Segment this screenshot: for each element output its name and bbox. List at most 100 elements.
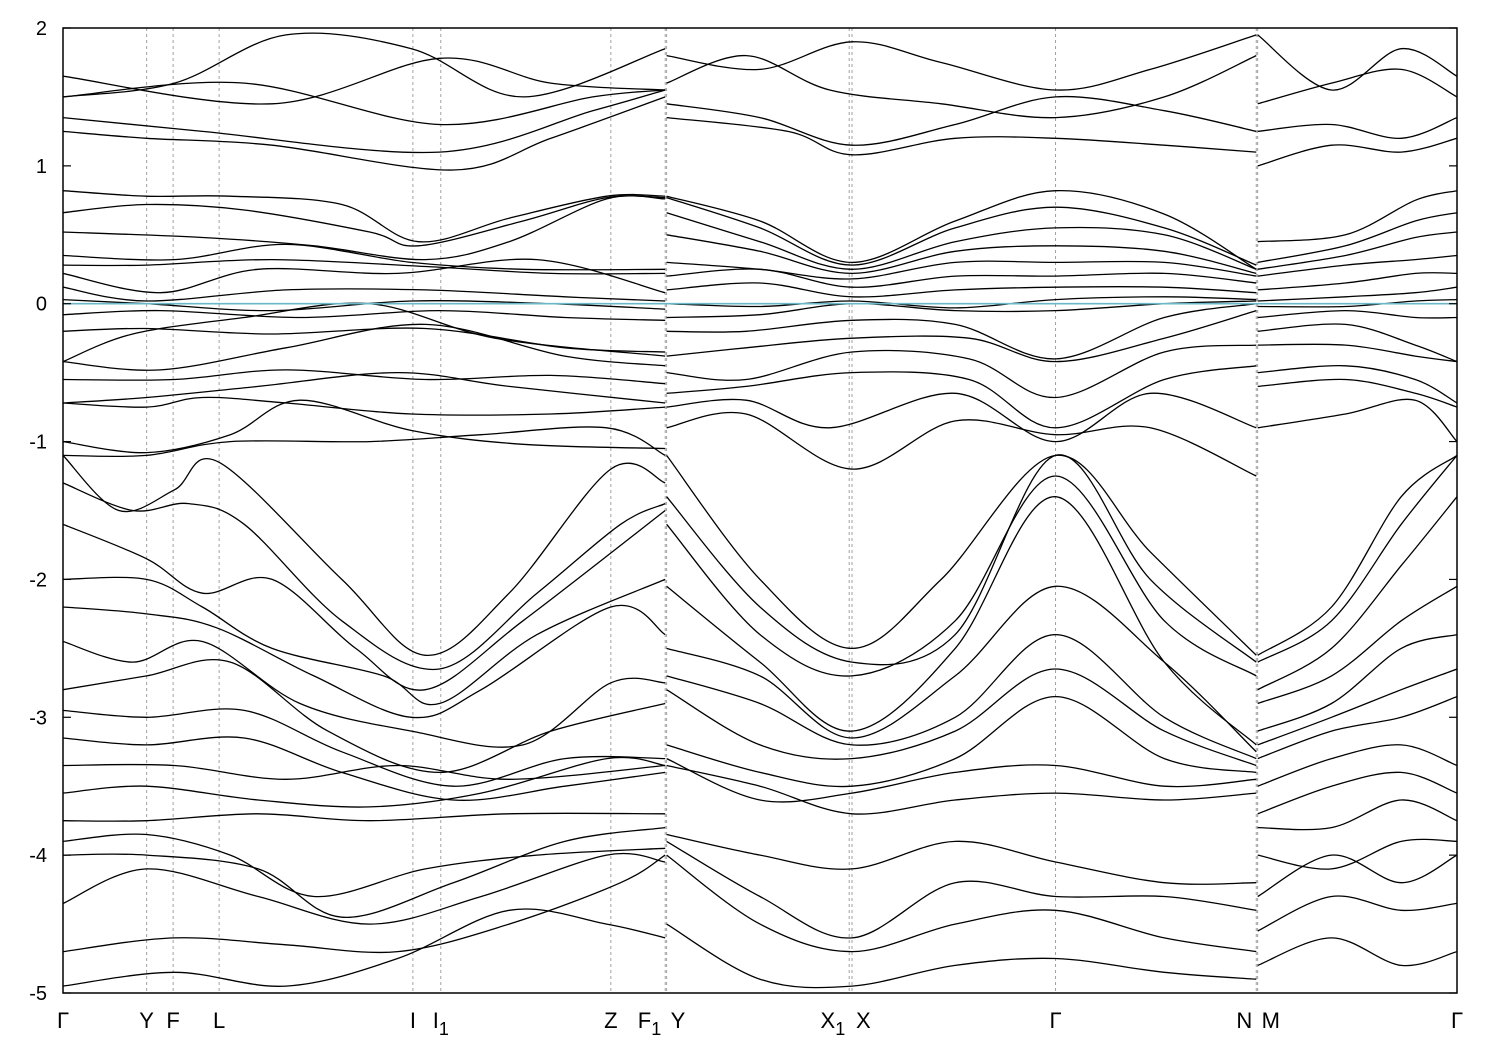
band-line-42 <box>666 116 1257 156</box>
band-line-20 <box>63 399 666 454</box>
band-line-48 <box>666 268 1257 288</box>
band-line-70 <box>666 854 1257 953</box>
band-line-15 <box>63 302 666 363</box>
band-line-16 <box>63 323 666 371</box>
band-line-85 <box>1257 343 1457 363</box>
band-line-44 <box>666 196 1257 266</box>
band-line-38 <box>63 908 666 987</box>
xtick-subscript-9: 1 <box>835 1019 845 1039</box>
band-line-80 <box>1257 272 1457 291</box>
plot-frame <box>62 27 1458 994</box>
band-line-65 <box>666 695 1257 788</box>
xtick-label-3: L <box>213 1008 225 1033</box>
band-line-72 <box>1257 34 1457 91</box>
band-line-75 <box>1257 137 1457 167</box>
xtick-label-13: M <box>1262 1008 1280 1033</box>
band-line-60 <box>666 475 1257 677</box>
band-line-100 <box>1257 854 1457 898</box>
band-line-36 <box>63 852 666 925</box>
ytick-label-0: -5 <box>29 983 47 1005</box>
band-line-21 <box>63 426 666 458</box>
band-line-92 <box>1257 585 1457 705</box>
band-line-68 <box>666 833 1257 885</box>
band-layer <box>63 32 1457 989</box>
band-line-19 <box>63 396 666 416</box>
ytick-label-7: 2 <box>36 18 47 40</box>
xtick-label-14: Γ <box>1451 1008 1463 1033</box>
band-line-64 <box>666 668 1257 767</box>
band-line-23 <box>63 482 666 671</box>
band-line-1 <box>63 81 666 126</box>
band-line-84 <box>1257 323 1457 363</box>
band-line-73 <box>1257 68 1457 105</box>
grid-layer <box>146 28 1259 993</box>
ytick-label-1: -4 <box>29 845 47 867</box>
band-line-96 <box>1257 744 1457 787</box>
xtick-label-11: Γ <box>1049 1008 1061 1033</box>
band-line-2 <box>63 89 666 154</box>
band-line-54 <box>666 344 1257 399</box>
band-line-0 <box>63 57 666 105</box>
band-line-79 <box>1257 254 1457 277</box>
band-line-49 <box>666 282 1257 298</box>
band-line-17 <box>63 369 666 385</box>
band-line-99 <box>1257 838 1457 870</box>
band-line-81 <box>1257 286 1457 302</box>
xtick-subscript-5: 1 <box>439 1019 449 1039</box>
band-line-77 <box>1257 212 1457 264</box>
y-axis: -5 -4 -3 -2 -1 0 1 2 <box>29 18 1457 1005</box>
band-line-83 <box>1257 309 1457 319</box>
band-line-41 <box>666 95 1257 146</box>
band-line-8 <box>63 243 666 271</box>
band-line-4 <box>63 32 666 98</box>
xtick-label-12: N <box>1236 1008 1252 1033</box>
band-line-58 <box>666 454 1257 656</box>
xtick-label-5: I1 <box>433 1008 449 1039</box>
band-line-39 <box>666 34 1257 91</box>
xtick-label-10: X <box>856 1008 871 1033</box>
xtick-label-4: I <box>410 1008 416 1033</box>
band-line-101 <box>1257 895 1457 932</box>
band-line-25 <box>63 576 666 706</box>
band-line-27 <box>63 639 666 748</box>
band-line-53 <box>666 309 1257 363</box>
band-line-7 <box>63 195 666 261</box>
band-line-40 <box>666 54 1257 119</box>
band-line-55 <box>666 365 1257 429</box>
band-line-61 <box>666 496 1257 746</box>
band-line-66 <box>666 758 1257 803</box>
xtick-label-9: X1 <box>821 1008 846 1039</box>
band-line-88 <box>1257 398 1457 443</box>
band-line-87 <box>1257 378 1457 408</box>
xtick-label-0: Γ <box>57 1008 69 1033</box>
band-line-82 <box>1257 298 1457 308</box>
band-line-6 <box>63 195 666 247</box>
band-line-9 <box>63 258 666 275</box>
band-line-33 <box>63 812 666 822</box>
band-line-35 <box>63 826 666 918</box>
band-line-43 <box>666 190 1257 270</box>
band-line-22 <box>63 454 666 656</box>
ytick-label-4: -1 <box>29 432 47 454</box>
xtick-label-1: Y <box>139 1008 154 1033</box>
band-line-18 <box>63 371 666 404</box>
band-line-62 <box>666 585 1257 753</box>
band-line-57 <box>666 411 1257 477</box>
band-line-63 <box>666 633 1257 760</box>
x-axis: Γ Y F L I I1 Z F1 Y X1 X Γ N M Γ <box>57 1008 1463 1039</box>
band-line-69 <box>666 840 1257 939</box>
band-line-95 <box>1257 695 1457 760</box>
band-line-14 <box>63 327 666 353</box>
band-line-24 <box>63 509 666 691</box>
band-line-56 <box>666 392 1257 443</box>
ytick-label-2: -3 <box>29 707 47 729</box>
band-line-45 <box>666 212 1257 270</box>
band-line-37 <box>63 854 666 954</box>
ytick-label-6: 1 <box>36 156 47 178</box>
ytick-label-3: -2 <box>29 569 47 591</box>
xtick-label-6: Z <box>604 1008 617 1033</box>
band-line-67 <box>666 764 1257 815</box>
band-line-31 <box>63 763 666 780</box>
